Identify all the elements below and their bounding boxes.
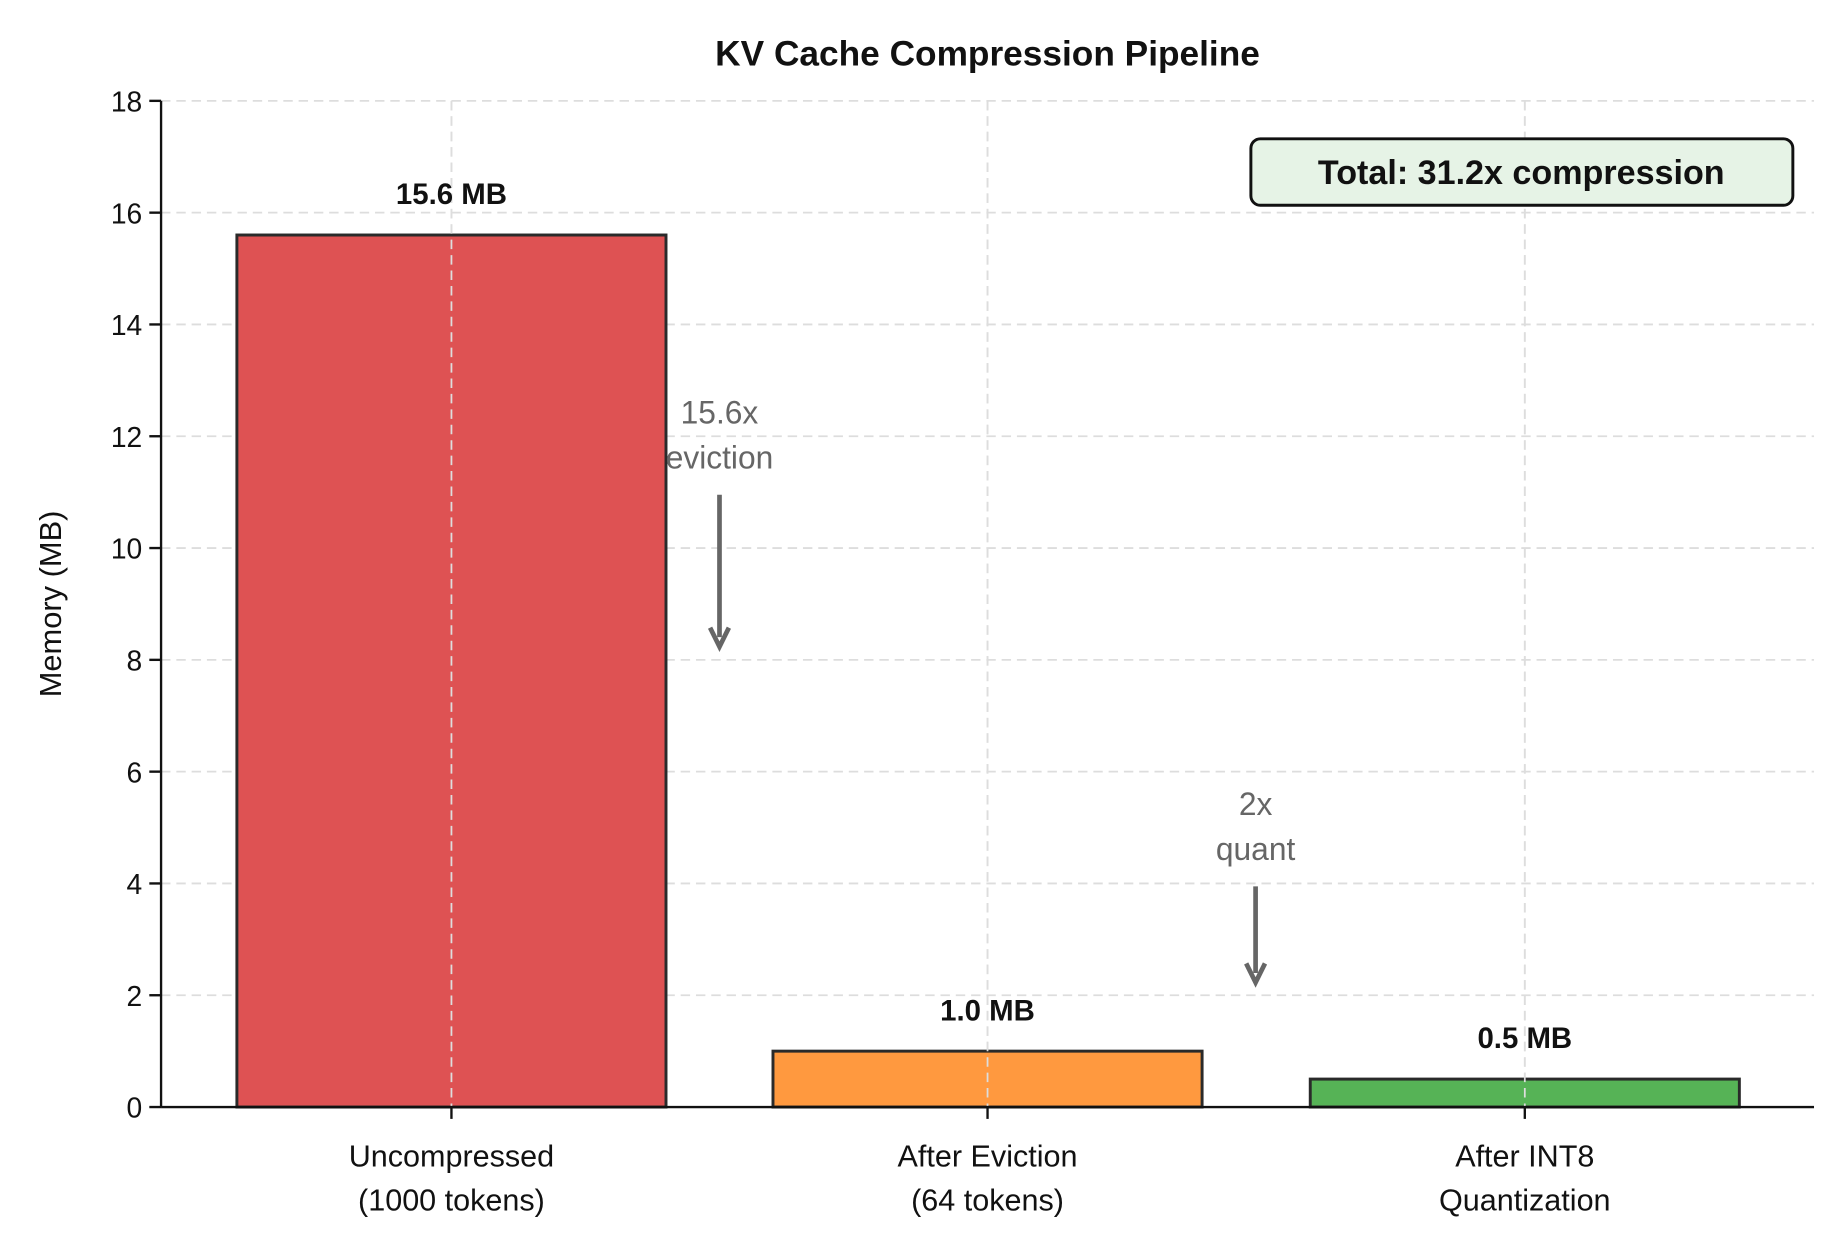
data-label: 0.5 MB (1477, 1022, 1572, 1055)
arrow-head-icon (1244, 962, 1268, 988)
x-tick-label: (64 tokens) (911, 1182, 1064, 1217)
annotation-text: quant (1216, 831, 1296, 867)
y-tick-label: 14 (111, 310, 142, 342)
x-tick-label: (1000 tokens) (358, 1182, 545, 1217)
summary-box: Total: 31.2x compression (1249, 137, 1795, 207)
annotation-text: 15.6x (681, 394, 759, 430)
y-tick-label: 4 (127, 869, 143, 901)
data-label: 1.0 MB (940, 994, 1035, 1027)
bars: 15.6 MB 1.0 MB 0.5 MB (235, 100, 1741, 1109)
x-tick-label: After Eviction (898, 1138, 1078, 1173)
y-tick-label: 2 (127, 981, 143, 1013)
annotation-text: 2x (1239, 786, 1273, 822)
y-tick-label: 8 (127, 645, 143, 677)
data-label: 15.6 MB (396, 178, 507, 211)
y-tick-label: 6 (127, 757, 143, 789)
y-tick-label: 12 (111, 422, 142, 454)
summary-text: Total: 31.2x compression (1318, 154, 1725, 192)
annotations: 15.6x eviction 2x quant (666, 394, 1296, 988)
annotation-text: eviction (666, 440, 774, 476)
x-tick-label: Uncompressed (349, 1138, 554, 1173)
y-axis-label: Memory (MB) (33, 511, 68, 698)
chart-title: KV Cache Compression Pipeline (715, 33, 1260, 73)
y-tick-label: 16 (111, 198, 142, 230)
x-tick-label: Quantization (1439, 1182, 1611, 1217)
axes: 0 2 4 6 8 10 12 14 16 18 Uncompressed (1000 tokens)… (111, 86, 1815, 1217)
y-tick-label: 18 (111, 86, 142, 118)
arrow-head-icon (707, 626, 732, 652)
x-tick-label: After INT8 (1455, 1138, 1594, 1173)
y-tick-label: 10 (111, 534, 142, 566)
y-tick-label: 0 (127, 1093, 143, 1125)
